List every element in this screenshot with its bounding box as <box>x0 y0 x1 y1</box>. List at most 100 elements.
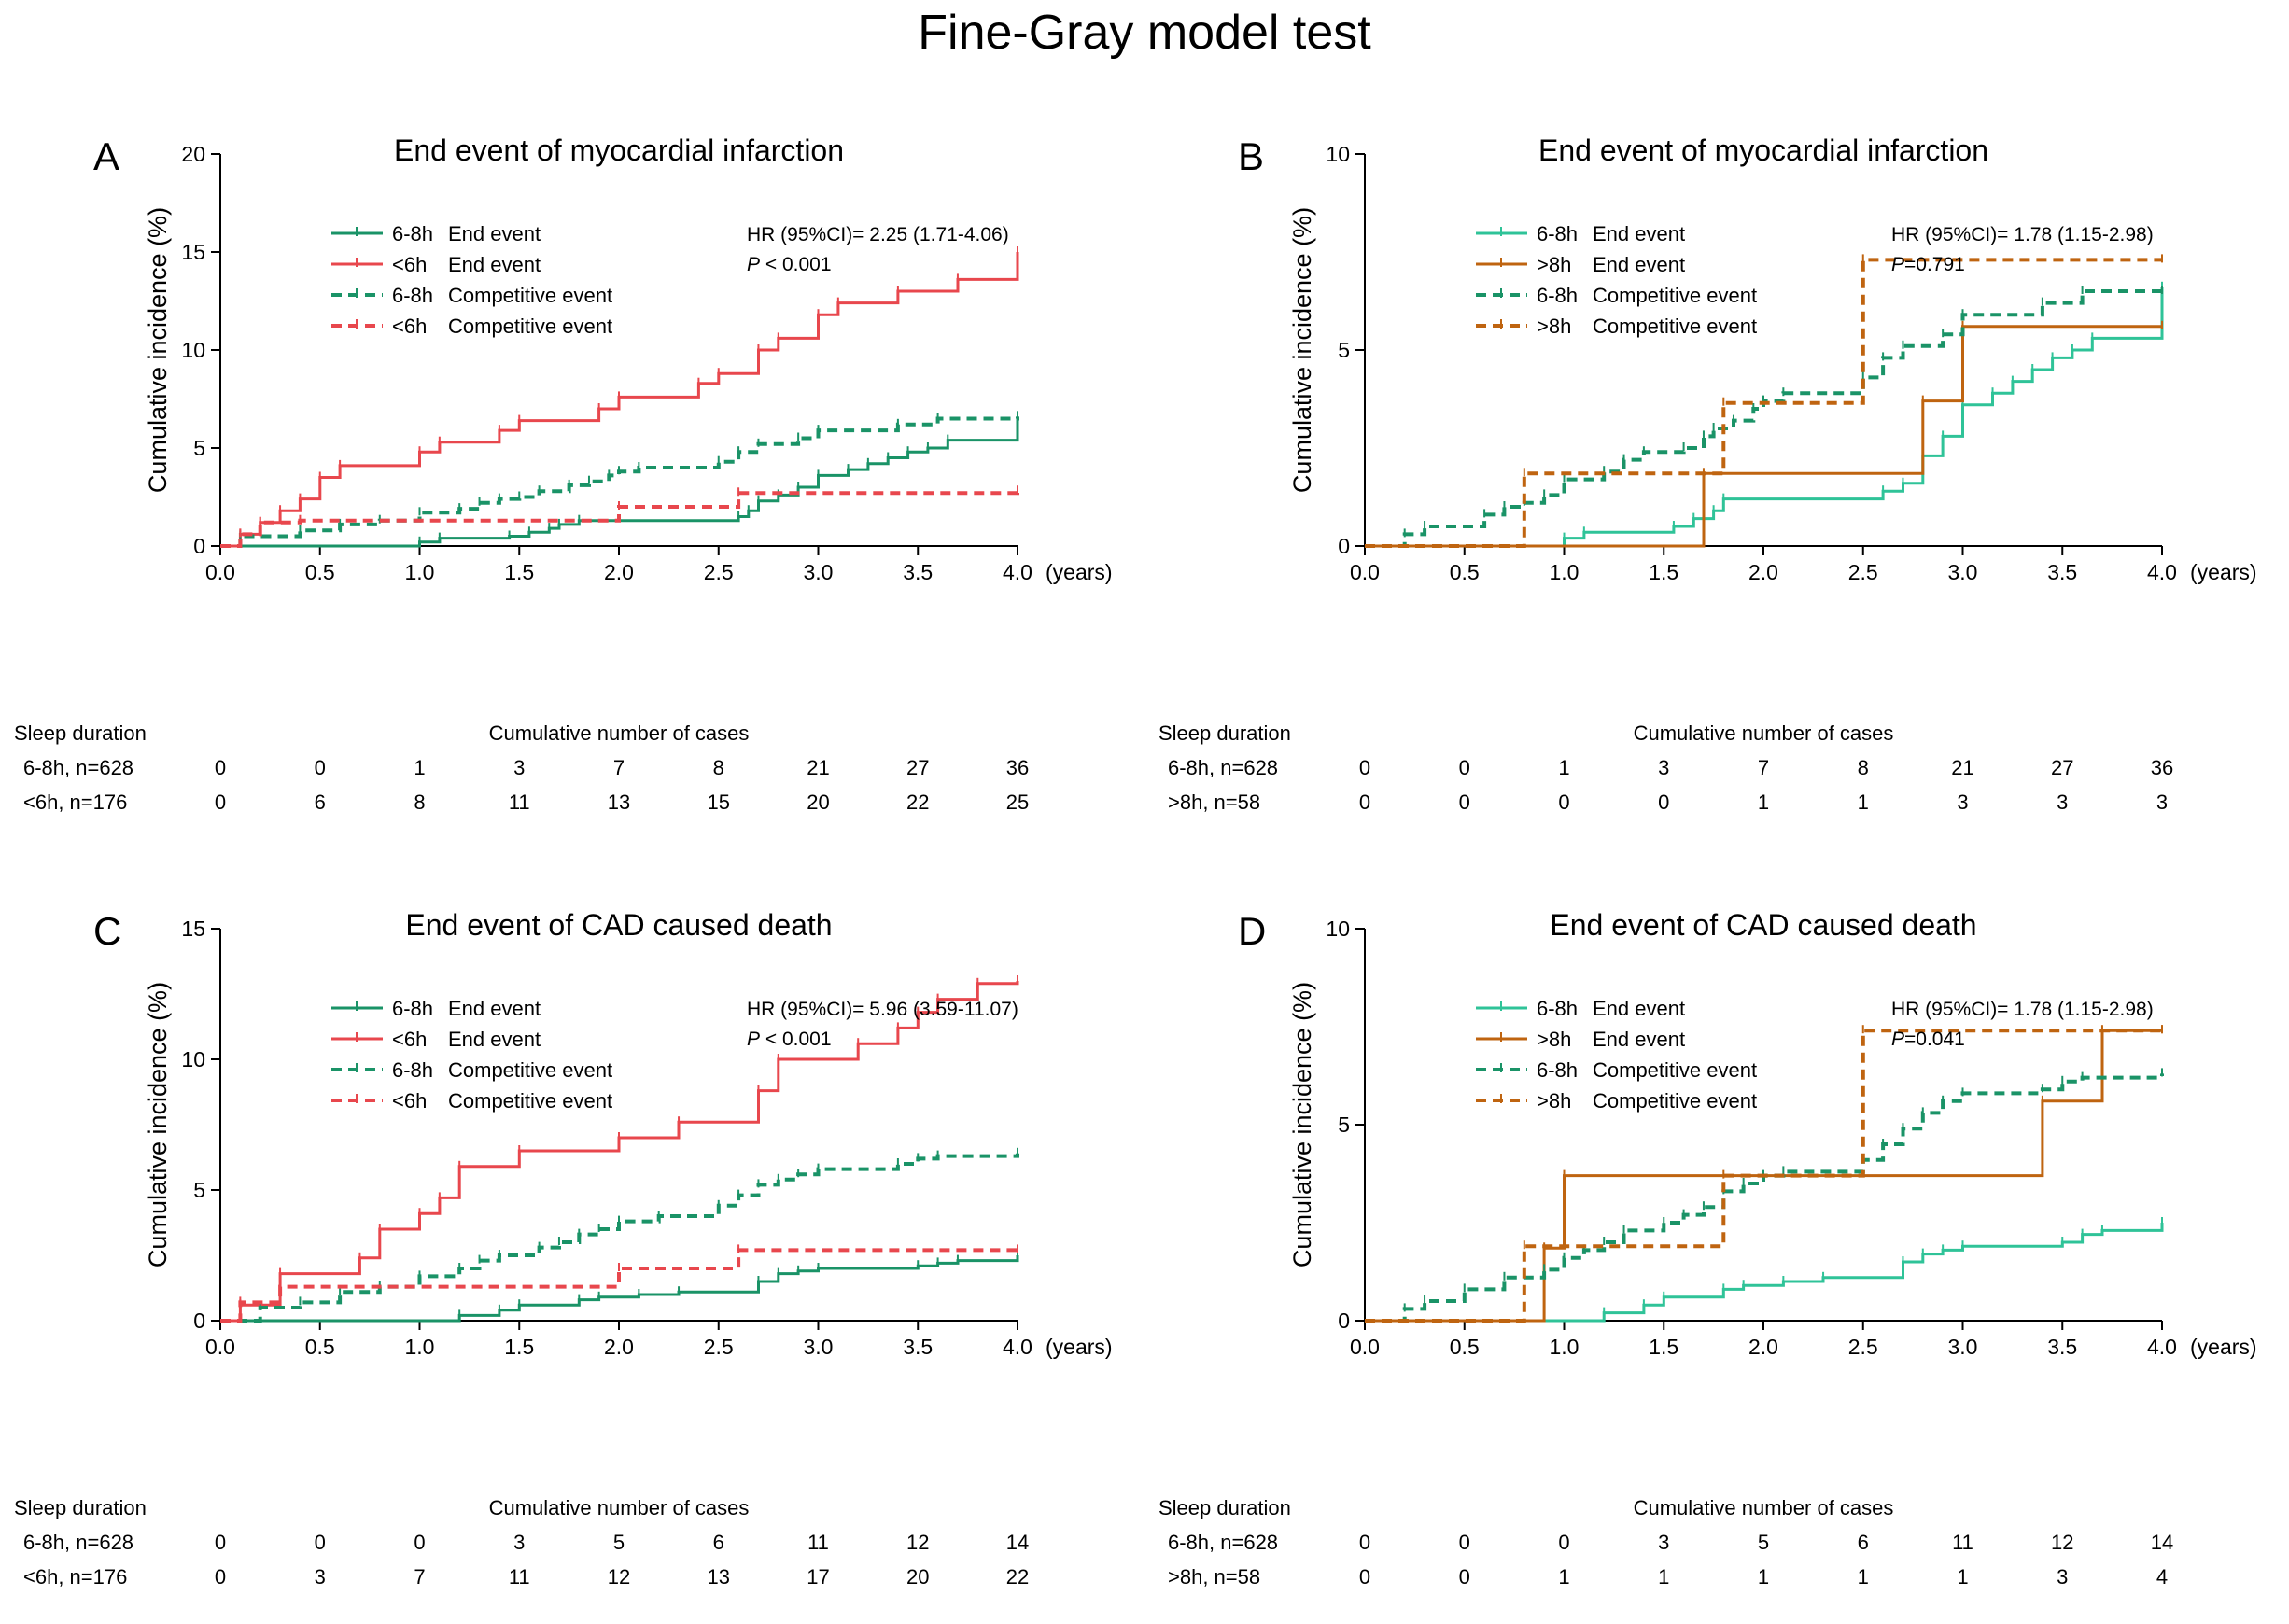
risk-table-cell: 15 <box>708 791 730 814</box>
y-tick-label: 5 <box>193 1178 205 1202</box>
y-tick-label: 10 <box>1326 917 1350 941</box>
risk-table-cell: 0 <box>1558 791 1569 814</box>
legend-label: Competitive event <box>1593 1058 1757 1082</box>
series-line-competitive-event-cmp <box>1365 1029 2162 1323</box>
p-value-annotation: P < 0.001 <box>747 1029 832 1050</box>
x-tick-label: 0.5 <box>305 1335 335 1359</box>
legend-label: Competitive event <box>448 315 612 338</box>
legend-group: <6h <box>392 1089 427 1113</box>
hr-annotation: HR (95%CI)= 1.78 (1.15-2.98) <box>1891 999 2154 1020</box>
x-tick-label: 1.0 <box>405 1335 435 1359</box>
risk-table-cell: 14 <box>2151 1531 2173 1554</box>
risk-table-cell: 21 <box>1951 756 1973 779</box>
p-value-annotation: P < 0.001 <box>747 254 832 275</box>
risk-table-cell: 0 <box>1459 1565 1470 1589</box>
legend-group: >8h <box>1537 1028 1571 1051</box>
risk-table-cell: 20 <box>807 791 829 814</box>
risk-table-cell: 0 <box>1558 1531 1569 1554</box>
risk-table-cell: 0 <box>1359 791 1370 814</box>
panel-label-a: A <box>93 134 119 178</box>
risk-table-cell: 14 <box>1006 1531 1029 1554</box>
risk-table-header: Cumulative number of cases <box>489 721 750 745</box>
risk-table-cell: 0 <box>315 1531 326 1554</box>
y-tick-label: 10 <box>181 338 205 362</box>
y-tick-label: 15 <box>181 917 205 941</box>
y-tick-label: 20 <box>181 142 205 166</box>
risk-table-cell: 0 <box>1459 791 1470 814</box>
legend-label: End event <box>448 997 541 1020</box>
risk-table-row-label: <6h, n=176 <box>23 1565 127 1589</box>
x-tick-label: 4.0 <box>2147 1335 2177 1359</box>
risk-table-cell: 1 <box>1658 1565 1669 1589</box>
legend-group: 6-8h <box>392 222 433 245</box>
risk-table-cell: 1 <box>1758 791 1769 814</box>
risk-table-cell: 3 <box>1658 1531 1669 1554</box>
x-tick-label: 2.0 <box>604 560 634 584</box>
risk-table-row-label: <6h, n=176 <box>23 791 127 814</box>
p-value-annotation: P=0.041 <box>1891 1029 1965 1050</box>
risk-table-cell: 7 <box>1758 756 1769 779</box>
risk-table-cell: 11 <box>1952 1531 1973 1554</box>
legend-label: Competitive event <box>1593 315 1757 338</box>
risk-table-cell: 12 <box>906 1531 929 1554</box>
x-tick-label: 0.0 <box>1350 560 1380 584</box>
x-tick-label: 3.5 <box>903 1335 933 1359</box>
legend-label: Competitive event <box>448 1058 612 1082</box>
legend-label: Competitive event <box>1593 1089 1757 1113</box>
legend-group: 6-8h <box>1537 284 1578 307</box>
risk-table-cell: 0 <box>1459 1531 1470 1554</box>
risk-table-header: Cumulative number of cases <box>1634 721 1894 745</box>
x-tick-label: 0.0 <box>205 1335 235 1359</box>
legend-label: End event <box>1593 1028 1685 1051</box>
y-tick-label: 5 <box>1338 338 1350 362</box>
p-value-text: =0.041 <box>1904 1029 1965 1050</box>
series-line-competitive-event-cmp <box>220 1248 1018 1323</box>
risk-table-row-label: >8h, n=58 <box>1168 791 1260 814</box>
risk-table-cell: 13 <box>708 1565 730 1589</box>
x-tick-label: 4.0 <box>1003 1335 1032 1359</box>
risk-table-cell: 8 <box>713 756 724 779</box>
p-value-text: =0.791 <box>1904 254 1965 275</box>
risk-table-cell: 27 <box>906 756 929 779</box>
risk-table-cell: 12 <box>2051 1531 2073 1554</box>
series-line-competitive-event-cmp <box>220 491 1019 548</box>
x-tick-label: 3.0 <box>1948 560 1978 584</box>
x-axis-label: (years) <box>1046 1335 1113 1359</box>
risk-table-cell: 0 <box>215 1531 226 1554</box>
x-tick-label: 2.5 <box>704 560 734 584</box>
x-tick-label: 2.5 <box>704 1335 734 1359</box>
risk-table-cell: 3 <box>1957 791 1968 814</box>
y-axis-label: Cumulative incidence (%) <box>1288 207 1316 493</box>
chart-title: End event of myocardial infarction <box>394 133 844 167</box>
risk-table-title: Sleep duration <box>1159 721 1291 745</box>
risk-table-cell: 0 <box>315 756 326 779</box>
x-tick-label: 1.5 <box>504 560 534 584</box>
series-line-end-event-cmp <box>1365 1029 2162 1323</box>
risk-table-cell: 1 <box>1858 1565 1869 1589</box>
y-tick-label: 0 <box>193 1309 205 1333</box>
legend-label: Competitive event <box>1593 284 1757 307</box>
hr-annotation: HR (95%CI)= 5.96 (3.59-11.07) <box>747 999 1018 1020</box>
risk-table-cell: 1 <box>1558 756 1569 779</box>
panel-d-chart: D End event of CAD caused death Cumulative… <box>1159 908 2257 1589</box>
p-value-text: < 0.001 <box>760 1029 831 1050</box>
risk-table-cell: 11 <box>807 1531 829 1554</box>
panel-label-c: C <box>93 909 121 953</box>
risk-table-cell: 13 <box>608 791 630 814</box>
figure-title: Fine-Gray model test <box>918 6 1371 60</box>
legend-label: End event <box>448 1028 541 1051</box>
legend-label: Competitive event <box>448 1089 612 1113</box>
series-line-end-event-ref <box>1365 1223 2164 1323</box>
risk-table-cell: 0 <box>1658 791 1669 814</box>
p-symbol: P <box>1891 254 1904 275</box>
x-tick-label: 0.5 <box>1450 560 1480 584</box>
x-tick-label: 1.0 <box>1550 560 1580 584</box>
x-tick-label: 3.5 <box>903 560 933 584</box>
x-tick-label: 3.5 <box>2047 560 2077 584</box>
x-tick-label: 4.0 <box>2147 560 2177 584</box>
x-axis-label: (years) <box>1046 560 1113 584</box>
x-axis-label: (years) <box>2190 560 2257 584</box>
risk-table-cell: 11 <box>509 1565 530 1589</box>
y-axis-label: Cumulative incidence (%) <box>1288 982 1316 1267</box>
risk-table-cell: 12 <box>608 1565 630 1589</box>
